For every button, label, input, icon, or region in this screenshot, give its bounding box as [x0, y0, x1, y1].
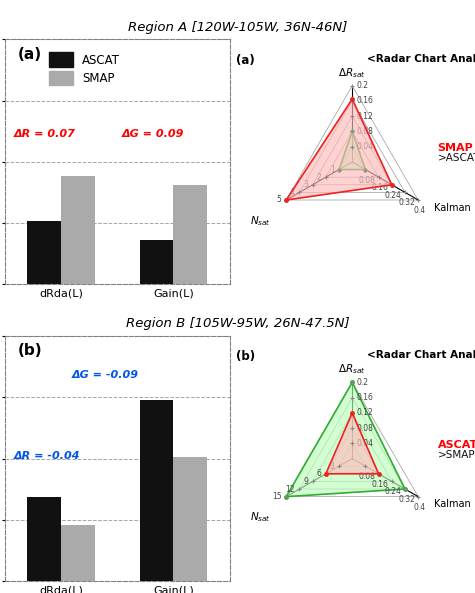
Text: 6: 6	[316, 469, 321, 479]
Text: Kalman: Kalman	[434, 203, 470, 213]
Text: 0.16: 0.16	[357, 97, 374, 106]
Text: 1: 1	[330, 165, 334, 174]
Text: 2: 2	[316, 173, 321, 181]
Text: 0.16: 0.16	[357, 393, 374, 402]
Text: Region A [120W-105W, 36N-46N]: Region A [120W-105W, 36N-46N]	[128, 21, 347, 34]
Text: 0.04: 0.04	[357, 142, 374, 151]
Text: 15: 15	[272, 492, 282, 501]
Text: ΔR = -0.04: ΔR = -0.04	[14, 451, 80, 461]
Text: (b): (b)	[18, 343, 43, 358]
Text: 3: 3	[303, 180, 308, 189]
Text: $\Delta R_{sat}$: $\Delta R_{sat}$	[338, 362, 366, 377]
Text: 5: 5	[277, 196, 282, 205]
Text: Kalman: Kalman	[434, 499, 470, 509]
Text: 0.24: 0.24	[385, 191, 402, 200]
Text: (a): (a)	[237, 54, 255, 67]
Text: 0.08: 0.08	[357, 423, 374, 433]
Bar	[61, 176, 95, 285]
Polygon shape	[339, 132, 365, 170]
Text: 0.32: 0.32	[398, 495, 415, 504]
Text: >SMAP: >SMAP	[437, 449, 475, 460]
Text: 0.16: 0.16	[371, 183, 389, 192]
Text: $\Delta R_{sat}$: $\Delta R_{sat}$	[338, 66, 366, 79]
Bar	[27, 497, 61, 581]
Text: 0.2: 0.2	[357, 81, 369, 90]
Text: ΔR = 0.07: ΔR = 0.07	[14, 129, 76, 139]
Bar	[173, 457, 207, 581]
Text: 9: 9	[303, 477, 308, 486]
Polygon shape	[286, 382, 405, 496]
Text: (a): (a)	[18, 47, 42, 62]
Bar	[27, 221, 61, 285]
Text: 0.08: 0.08	[359, 176, 375, 184]
Text: 12: 12	[285, 484, 295, 493]
Text: ΔG = 0.09: ΔG = 0.09	[122, 129, 184, 139]
Text: SMAP: SMAP	[437, 144, 473, 153]
Text: <Radar Chart Analysis>: <Radar Chart Analysis>	[368, 54, 475, 64]
Text: 3: 3	[330, 462, 334, 471]
Text: ΔG = -0.09: ΔG = -0.09	[72, 369, 139, 380]
Text: ASCAT: ASCAT	[437, 440, 475, 450]
Text: 4: 4	[290, 188, 295, 197]
Text: 0.24: 0.24	[385, 487, 402, 496]
Text: 0.4: 0.4	[414, 206, 426, 215]
Text: $N_{sat}$: $N_{sat}$	[250, 213, 272, 228]
Text: Region B [105W-95W, 26N-47.5N]: Region B [105W-95W, 26N-47.5N]	[126, 317, 349, 330]
Bar	[173, 184, 207, 285]
Text: (b): (b)	[237, 350, 256, 364]
Legend: ASCAT, SMAP: ASCAT, SMAP	[44, 47, 125, 90]
Bar	[140, 240, 173, 285]
Text: 0.08: 0.08	[359, 472, 375, 482]
Text: $N_{sat}$: $N_{sat}$	[250, 511, 272, 524]
Text: 0.2: 0.2	[357, 378, 369, 387]
Bar	[140, 400, 173, 581]
Text: 0.32: 0.32	[398, 199, 415, 208]
Text: 0.12: 0.12	[357, 111, 373, 121]
Text: 0.12: 0.12	[357, 409, 373, 417]
Polygon shape	[326, 413, 379, 474]
Text: 0.08: 0.08	[357, 127, 374, 136]
Polygon shape	[286, 99, 392, 200]
Text: 0.16: 0.16	[371, 480, 389, 489]
Text: <Radar Chart Analysis>: <Radar Chart Analysis>	[368, 350, 475, 361]
Bar	[61, 525, 95, 581]
Text: 0.04: 0.04	[357, 439, 374, 448]
Text: 0.4: 0.4	[414, 503, 426, 512]
Text: >ASCAT: >ASCAT	[437, 153, 475, 163]
